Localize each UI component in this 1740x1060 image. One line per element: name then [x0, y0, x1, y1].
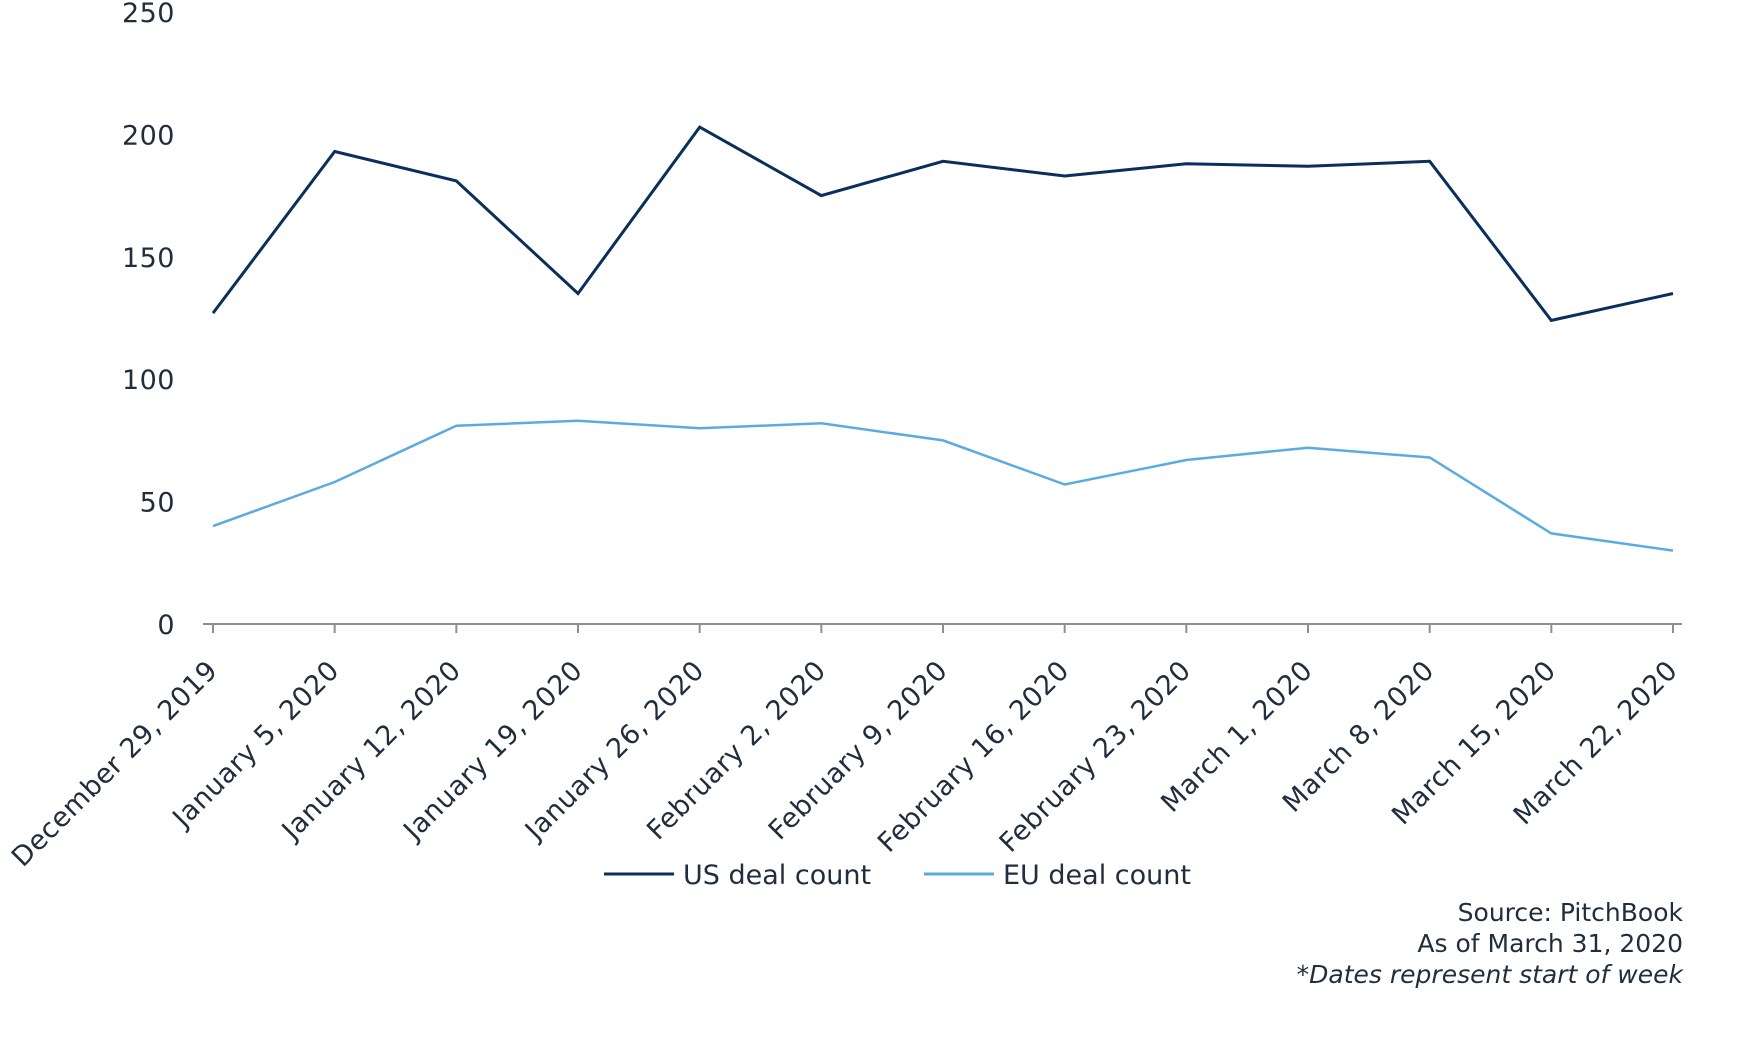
legend: US deal count EU deal count	[604, 860, 1191, 891]
footnote: *Dates represent start of week	[1296, 960, 1683, 989]
as-of-note: As of March 31, 2020	[1417, 929, 1683, 958]
legend-label: US deal count	[683, 860, 871, 891]
source-note: Source: PitchBook	[1457, 898, 1683, 927]
x-tick-label: December 29, 2019	[6, 655, 224, 873]
series-lines	[211, 125, 1674, 552]
legend-label: EU deal count	[1003, 860, 1191, 891]
y-axis-ticks: 0 50 100 150 200 250	[122, 0, 175, 641]
series-line-eu-deal-count	[212, 419, 1674, 552]
y-tick-label: 0	[157, 610, 175, 641]
y-tick-label: 150	[122, 243, 175, 274]
y-tick-label: 50	[140, 488, 175, 519]
y-tick-label: 200	[122, 120, 175, 151]
y-tick-label: 100	[122, 365, 175, 396]
y-tick-label: 250	[122, 0, 175, 29]
series-line-us-deal-count	[211, 125, 1674, 323]
